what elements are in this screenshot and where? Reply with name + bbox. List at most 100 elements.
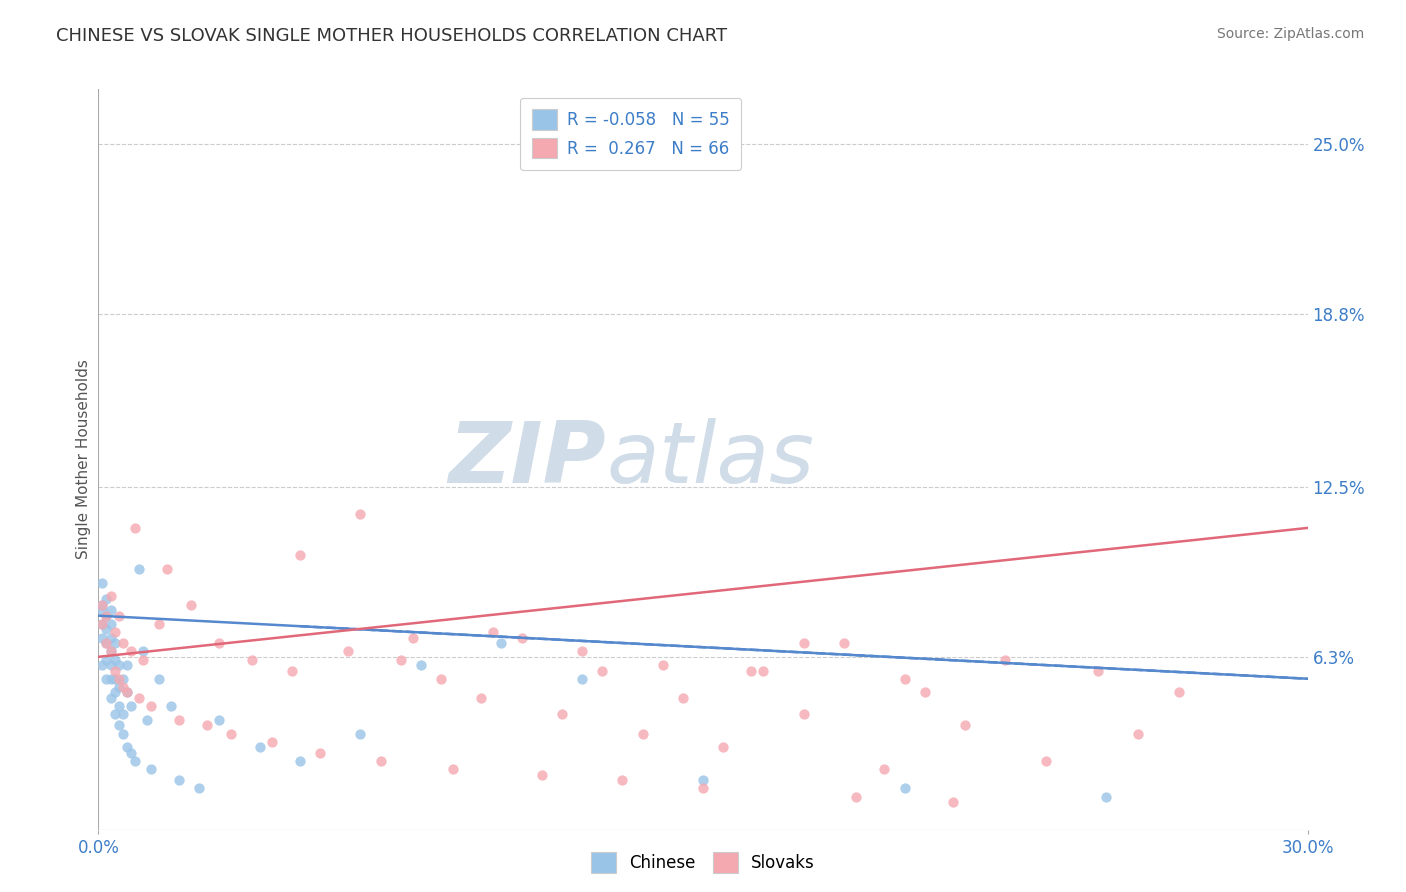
Point	[430, 672, 453, 686]
Point	[240, 652, 263, 666]
Point	[103, 707, 125, 722]
Text: CHINESE VS SLOVAK SINGLE MOTHER HOUSEHOLDS CORRELATION CHART: CHINESE VS SLOVAK SINGLE MOTHER HOUSEHOL…	[56, 27, 727, 45]
Point	[96, 636, 118, 650]
Point	[107, 672, 129, 686]
Text: atlas: atlas	[606, 417, 814, 501]
Point	[91, 631, 114, 645]
Point	[139, 699, 162, 714]
Point	[115, 685, 138, 699]
Point	[692, 781, 714, 796]
Point	[100, 672, 122, 686]
Point	[402, 631, 425, 645]
Point	[914, 685, 936, 699]
Point	[893, 781, 915, 796]
Point	[1167, 685, 1189, 699]
Point	[793, 636, 815, 650]
Point	[672, 690, 695, 705]
Point	[96, 636, 118, 650]
Point	[551, 707, 574, 722]
Point	[91, 575, 114, 590]
Point	[128, 562, 150, 576]
Point	[91, 598, 114, 612]
Point	[107, 658, 129, 673]
Point	[91, 603, 114, 617]
Point	[1035, 754, 1057, 768]
Point	[96, 608, 118, 623]
Point	[1095, 789, 1118, 804]
Point	[111, 707, 134, 722]
Point	[288, 754, 311, 768]
Point	[530, 768, 553, 782]
Point	[873, 762, 896, 776]
Point	[953, 718, 976, 732]
Point	[631, 726, 654, 740]
Point	[832, 636, 855, 650]
Point	[180, 598, 202, 612]
Point	[91, 658, 114, 673]
Point	[103, 625, 125, 640]
Point	[571, 644, 593, 658]
Point	[148, 616, 170, 631]
Point	[441, 762, 464, 776]
Point	[591, 664, 613, 678]
Point	[107, 608, 129, 623]
Point	[260, 735, 283, 749]
Point	[107, 718, 129, 732]
Point	[349, 507, 371, 521]
Point	[111, 636, 134, 650]
Point	[120, 746, 142, 760]
Point	[740, 664, 762, 678]
Point	[491, 636, 513, 650]
Point	[208, 636, 231, 650]
Point	[1087, 664, 1109, 678]
Point	[107, 680, 129, 694]
Point	[128, 690, 150, 705]
Point	[612, 773, 634, 788]
Point	[482, 625, 505, 640]
Point	[111, 672, 134, 686]
Point	[103, 672, 125, 686]
Text: ZIP: ZIP	[449, 417, 606, 501]
Point	[156, 562, 179, 576]
Point	[96, 608, 118, 623]
Point	[115, 740, 138, 755]
Point	[793, 707, 815, 722]
Point	[370, 754, 392, 768]
Point	[107, 699, 129, 714]
Point	[1128, 726, 1150, 740]
Point	[752, 664, 775, 678]
Point	[100, 590, 122, 604]
Point	[221, 726, 243, 740]
Point	[111, 726, 134, 740]
Point	[100, 616, 122, 631]
Point	[994, 652, 1017, 666]
Point	[349, 726, 371, 740]
Point	[124, 754, 146, 768]
Point	[100, 644, 122, 658]
Point	[195, 718, 218, 732]
Y-axis label: Single Mother Households: Single Mother Households	[76, 359, 91, 559]
Point	[692, 773, 714, 788]
Point	[120, 699, 142, 714]
Point	[139, 762, 162, 776]
Point	[100, 644, 122, 658]
Point	[115, 658, 138, 673]
Point	[111, 680, 134, 694]
Point	[249, 740, 271, 755]
Point	[711, 740, 734, 755]
Point	[103, 652, 125, 666]
Point	[167, 713, 190, 727]
Point	[103, 685, 125, 699]
Point	[132, 652, 155, 666]
Point	[120, 644, 142, 658]
Point	[188, 781, 211, 796]
Point	[132, 644, 155, 658]
Point	[96, 652, 118, 666]
Point	[100, 658, 122, 673]
Point	[942, 795, 965, 809]
Point	[135, 713, 157, 727]
Point	[148, 672, 170, 686]
Point	[91, 616, 114, 631]
Point	[167, 773, 190, 788]
Point	[337, 644, 360, 658]
